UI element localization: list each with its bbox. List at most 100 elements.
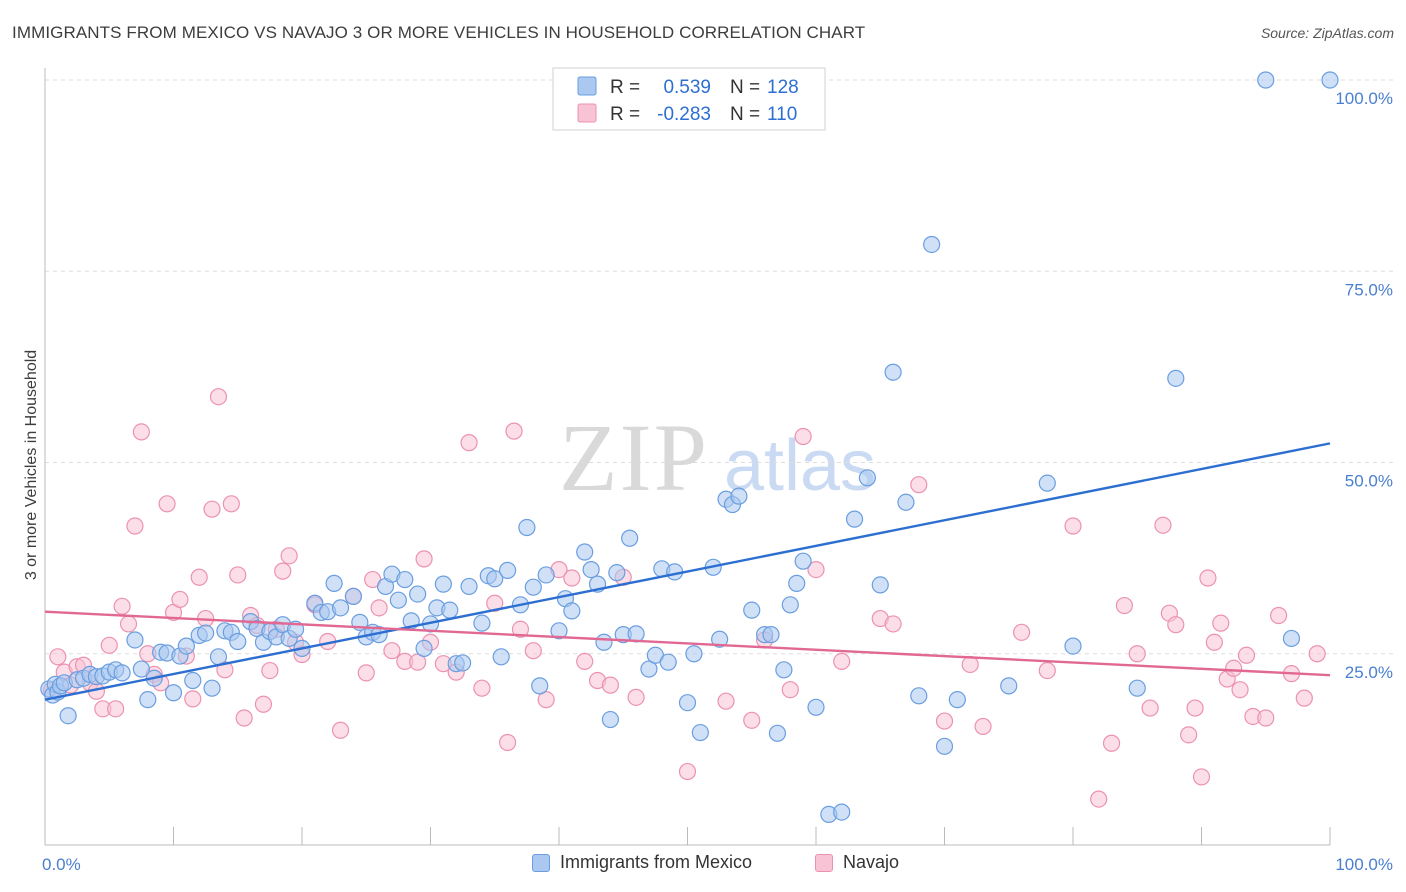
navajo-point [415,550,433,568]
navajo-point [254,695,273,713]
bottom-legend-label-mexico: Immigrants from Mexico [560,852,753,872]
bottom-legend-label-navajo: Navajo [843,852,900,872]
navajo-point [229,566,247,584]
mexico-point [177,637,195,655]
navajo-point [49,648,67,666]
navajo-point [910,476,928,494]
mexico-point [807,698,825,716]
mexico-point [1167,369,1185,387]
bottom-legend-swatch-blue [532,853,550,872]
navajo-point [158,495,176,513]
mexico-point [460,577,478,596]
mexico-point [775,661,793,679]
mexico-point [184,671,202,690]
navajo-point [1154,516,1172,534]
navajo-point [1269,606,1288,625]
navajo-point [1295,689,1313,707]
navajo-point [1212,614,1230,632]
navajo-point [190,568,208,586]
mexico-point [229,632,247,651]
legend-r-label-1: R = [610,77,640,98]
navajo-points [42,388,1326,808]
navajo-point [107,700,125,718]
mexico-point [762,626,780,644]
navajo-point [524,642,542,660]
navajo-point [1199,569,1217,587]
mexico-point [139,691,157,709]
legend-n-value-1: 128 [767,77,799,98]
navajo-point [601,676,620,694]
navajo-point [1186,699,1204,717]
mexico-point [492,648,510,666]
y-tick-label: 50.0% [1345,472,1393,491]
mexico-point [1000,677,1018,695]
mexico-point [576,543,594,561]
mexico-point [331,599,350,617]
navajo-point [884,615,902,633]
navajo-point [1064,517,1082,535]
mexico-point [743,601,761,619]
navajo-point [409,653,427,671]
legend-swatch-blue [577,76,597,96]
mexico-point [691,723,709,742]
mexico-point [1128,679,1146,697]
mexico-point [59,707,77,725]
mexico-point [685,645,703,663]
navajo-point [1205,633,1223,651]
navajo-point [383,642,401,660]
mexico-point [678,694,697,712]
navajo-point [171,590,189,609]
mexico-point [434,575,452,593]
mexico-point [563,602,581,620]
navajo-point [505,422,523,440]
mexico-point [396,570,414,589]
navajo-point [627,688,645,706]
mexico-point [518,518,536,537]
mexico-point [197,624,215,642]
navajo-point [1012,623,1031,641]
navajo-point [119,615,138,633]
navajo-point [331,721,350,739]
mexico-point [935,737,954,755]
mexico-point [897,493,915,511]
watermark: ZIP atlas [559,404,876,511]
mexico-point [621,529,639,547]
mexico-point [923,235,941,254]
mexico-point [948,691,966,709]
mexico-point [858,469,877,487]
mexico-point [659,653,677,671]
mexico-point [126,631,144,649]
mexico-trend-line [44,442,1331,701]
navajo-trend-line [44,610,1331,677]
navajo-point [274,562,292,580]
navajo-point [203,500,221,518]
mexico-point [1064,637,1082,655]
mexico-point [203,679,221,697]
mexico-point [1257,71,1275,89]
trend-lines [44,442,1331,701]
mexico-point [132,660,150,678]
bottom-legend-item-navajo: Navajo [815,852,899,873]
navajo-point [473,679,491,697]
axes [44,68,1331,846]
legend-n-label-2: N = [730,104,760,125]
mexico-point [1282,629,1301,648]
mexico-point [209,648,228,666]
tick-labels: 25.0% 50.0% 75.0% 100.0% 0.0% 100.0% [42,89,1393,874]
mexico-point [601,710,620,729]
mexico-point [730,487,748,505]
mexico-point [409,585,427,603]
navajo-point [460,434,478,452]
legend-n-label-1: N = [730,77,760,98]
chart-title: IMMIGRANTS FROM MEXICO VS NAVAJO 3 OR MO… [12,23,866,42]
navajo-point [1257,709,1275,727]
navajo-point [537,691,555,709]
navajo-point [974,717,992,736]
navajo-point [1128,645,1146,663]
navajo-point [1192,768,1211,786]
bottom-legend-item-mexico: Immigrants from Mexico [532,852,752,873]
mexico-point [531,677,549,695]
mexico-point [486,570,504,588]
mexico-point [833,803,851,821]
mexico-point [441,601,459,619]
